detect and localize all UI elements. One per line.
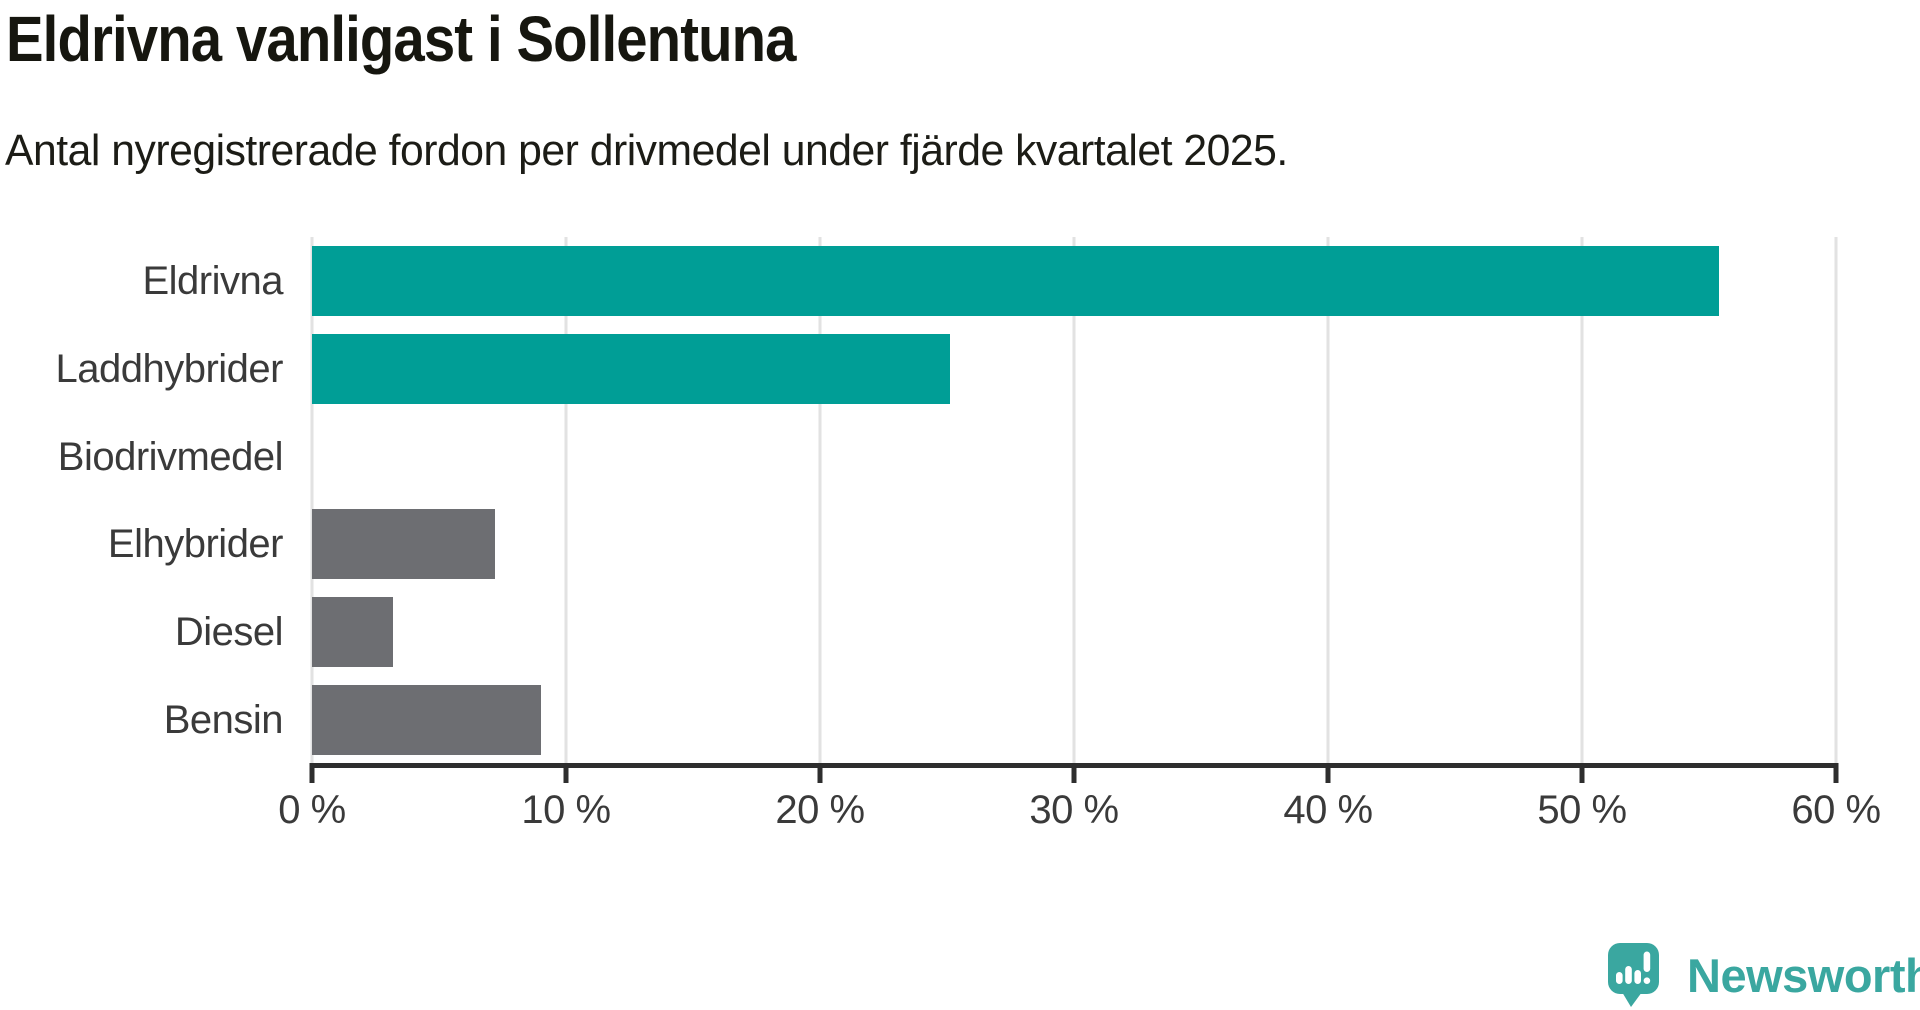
bar-bensin bbox=[312, 685, 541, 756]
x-axis-tick-label-30: 30 % bbox=[1029, 788, 1119, 832]
newsworthy-logo-text: Newsworthy bbox=[1687, 948, 1920, 1002]
gridline-30 bbox=[1072, 237, 1076, 764]
x-axis-tick-label-10: 10 % bbox=[521, 788, 611, 832]
x-axis-tick-label-50: 50 % bbox=[1537, 788, 1627, 832]
newsworthy-logo: Newsworthy bbox=[1607, 942, 1920, 1008]
bar-laddhybrider bbox=[312, 333, 950, 404]
gridline-10 bbox=[564, 237, 568, 764]
newsworthy-bubble-chart-icon bbox=[1608, 943, 1659, 1007]
gridline-0 bbox=[310, 237, 314, 764]
x-axis-tick-30 bbox=[1071, 763, 1077, 783]
plot-area bbox=[310, 237, 1838, 764]
x-axis-tick-20 bbox=[817, 763, 823, 783]
category-label-eldrivna: Eldrivna bbox=[142, 258, 283, 303]
bar-diesel bbox=[312, 597, 394, 668]
x-axis-tick-label-60: 60 % bbox=[1791, 788, 1881, 832]
gridline-60 bbox=[1834, 237, 1838, 764]
gridline-20 bbox=[818, 237, 822, 764]
chart-subtitle: Antal nyregistrerade fordon per drivmede… bbox=[5, 126, 1288, 175]
category-label-bensin: Bensin bbox=[163, 698, 284, 743]
x-axis-tick-10 bbox=[563, 763, 569, 783]
x-axis-tick-label-20: 20 % bbox=[775, 788, 865, 832]
x-axis-tick-60 bbox=[1833, 763, 1839, 783]
gridline-50 bbox=[1580, 237, 1584, 764]
x-axis-tick-40 bbox=[1325, 763, 1331, 783]
category-label-diesel: Diesel bbox=[174, 610, 284, 655]
gridline-40 bbox=[1326, 237, 1330, 764]
x-axis-tick-label-0: 0 % bbox=[278, 788, 346, 832]
category-label-biodrivmedel: Biodrivmedel bbox=[57, 434, 284, 479]
bar-eldrivna bbox=[312, 245, 1720, 316]
category-label-laddhybrider: Laddhybrider bbox=[55, 346, 284, 391]
category-label-elhybrider: Elhybrider bbox=[107, 522, 284, 567]
x-axis-tick-label-40: 40 % bbox=[1283, 788, 1373, 832]
x-axis-tick-50 bbox=[1579, 763, 1585, 783]
x-axis-tick-0 bbox=[309, 763, 315, 783]
chart-title: Eldrivna vanligast i Sollentuna bbox=[6, 3, 796, 75]
bar-elhybrider bbox=[312, 509, 495, 580]
